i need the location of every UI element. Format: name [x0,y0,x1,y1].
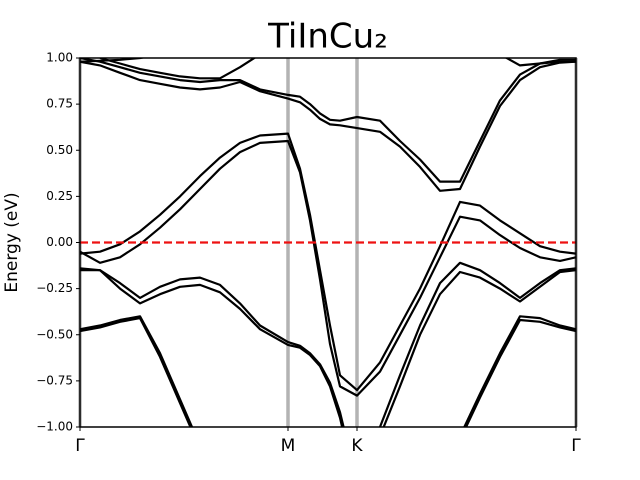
y-axis-label: Energy (eV) [2,192,22,292]
y-tick-label: 0.50 [46,143,73,157]
y-tick-label: −1.00 [36,420,73,434]
x-tick-label: M [281,436,296,456]
band-line [80,139,576,397]
x-tick-label: K [351,436,363,456]
band-line [80,315,194,427]
plot-area [80,58,576,427]
y-tick-label: −0.50 [36,327,73,341]
y-tick-label: 1.00 [46,51,73,65]
band-line [80,261,576,427]
y-tick-label: 0.25 [46,189,73,203]
band-line [80,267,576,427]
y-tick-label: −0.25 [36,281,73,295]
y-tick-label: 0.75 [46,97,73,111]
band-line [463,315,576,427]
x-tick-label: Γ [75,436,85,456]
chart-title: TiInCu₂ [267,17,388,57]
band-line [464,318,576,427]
x-tick-label: Γ [571,436,581,456]
band-line [80,317,192,427]
band-line [80,58,576,183]
y-tick-label: 0.00 [46,235,73,249]
y-tick-label: −0.75 [36,373,73,387]
tick-layer: Γ M K Γ−1.00−0.75−0.50−0.250.000.250.500.75… [36,51,581,457]
band-line [99,58,257,80]
band-line [80,132,576,392]
band-line [80,60,576,192]
